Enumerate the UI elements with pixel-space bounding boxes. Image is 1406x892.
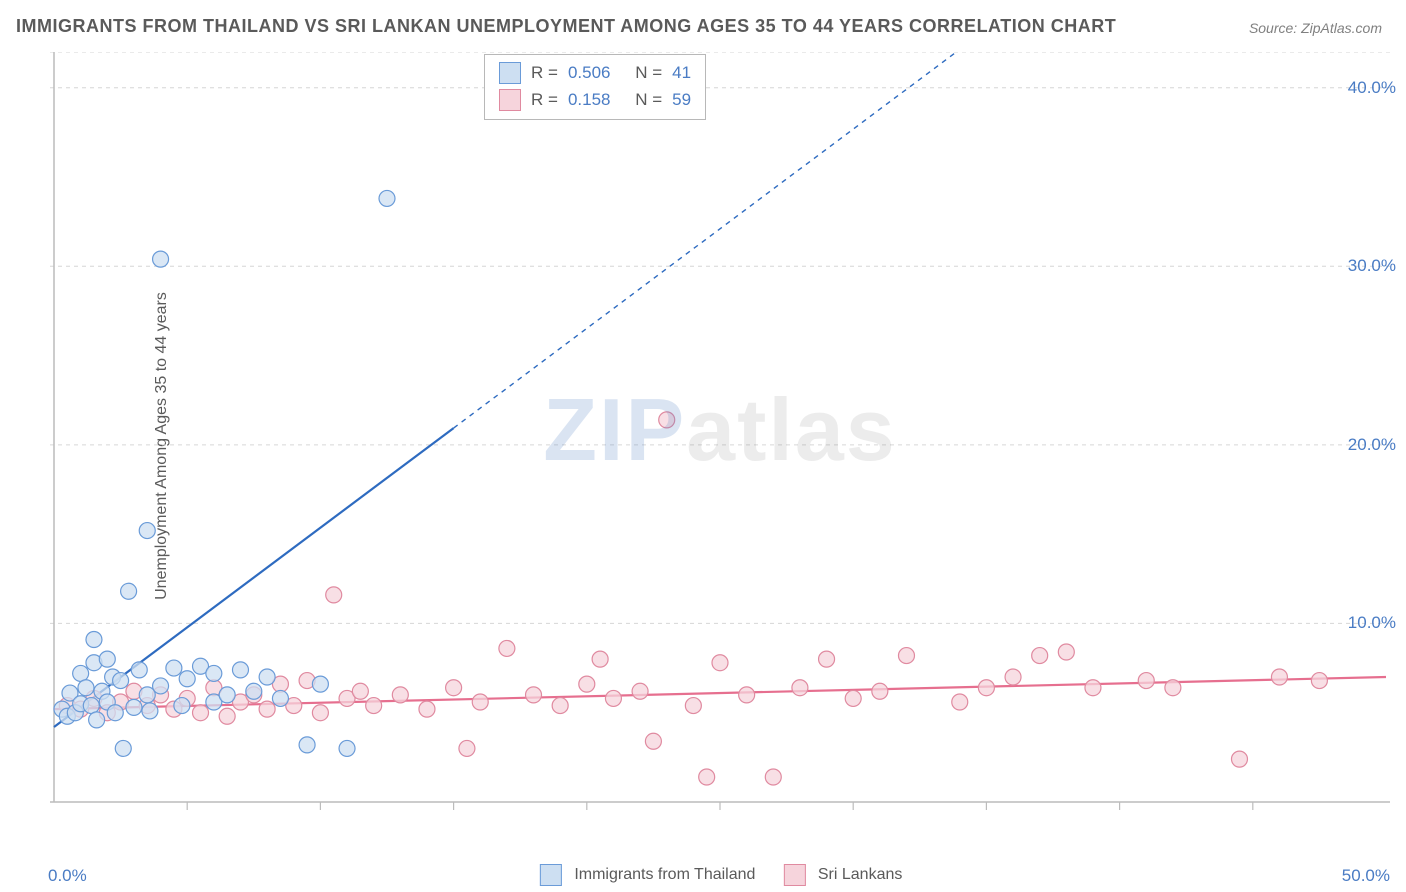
swatch-icon [499, 62, 521, 84]
correlation-stat-box: R = 0.506 N = 41 R = 0.158 N = 59 [484, 54, 706, 120]
legend-label: Sri Lankans [818, 866, 903, 883]
legend-item: Sri Lankans [783, 864, 902, 886]
r-value: 0.506 [568, 59, 611, 86]
n-label: N = [635, 59, 662, 86]
stat-row-series-1: R = 0.158 N = 59 [499, 86, 691, 113]
legend-label: Immigrants from Thailand [574, 866, 755, 883]
stat-row-series-0: R = 0.506 N = 41 [499, 59, 691, 86]
n-value: 41 [672, 59, 691, 86]
chart-svg [50, 52, 1390, 832]
swatch-icon [499, 89, 521, 111]
swatch-icon [783, 864, 805, 886]
x-tick-label: 0.0% [48, 866, 87, 886]
y-tick-label: 40.0% [1348, 78, 1396, 98]
legend-item: Immigrants from Thailand [540, 864, 756, 886]
r-label: R = [531, 86, 558, 113]
chart-plot-area: ZIPatlas [50, 52, 1390, 832]
y-tick-label: 10.0% [1348, 613, 1396, 633]
r-label: R = [531, 59, 558, 86]
legend-bottom: Immigrants from Thailand Sri Lankans [540, 864, 903, 886]
y-tick-label: 30.0% [1348, 256, 1396, 276]
n-value: 59 [672, 86, 691, 113]
n-label: N = [635, 86, 662, 113]
y-tick-label: 20.0% [1348, 435, 1396, 455]
x-tick-label: 50.0% [1342, 866, 1390, 886]
chart-title: IMMIGRANTS FROM THAILAND VS SRI LANKAN U… [16, 16, 1116, 37]
swatch-icon [540, 864, 562, 886]
r-value: 0.158 [568, 86, 611, 113]
source-label: Source: ZipAtlas.com [1249, 20, 1382, 36]
